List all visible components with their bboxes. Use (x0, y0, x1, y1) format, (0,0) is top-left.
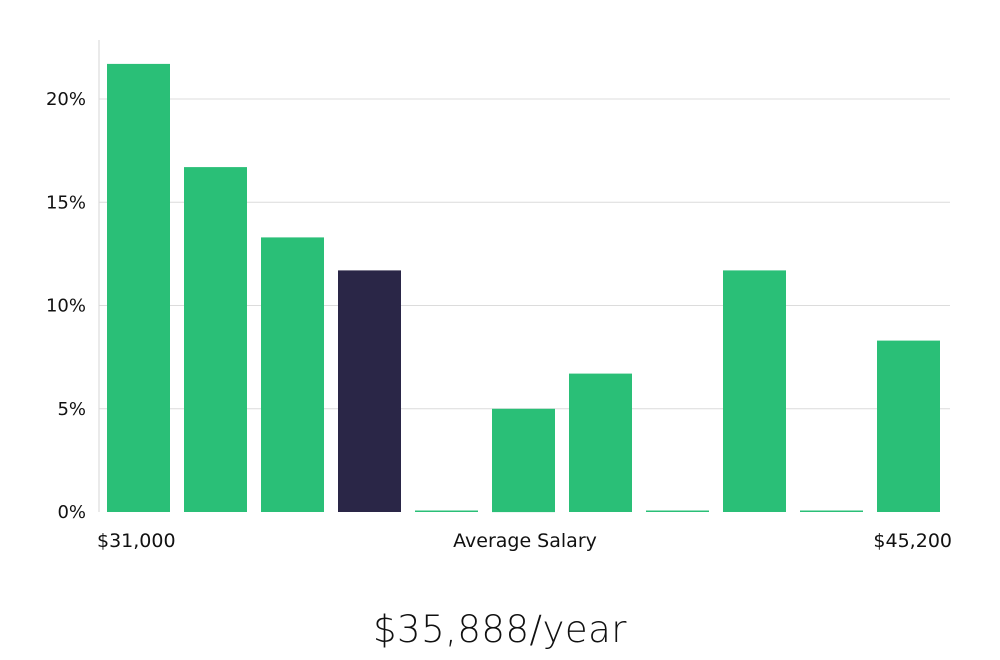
salary-histogram: 0% 5% 10% 15% 20% $31,000 Average Salary $45… (46, 40, 952, 552)
bar (877, 340, 940, 512)
bar (569, 373, 632, 512)
bar (107, 63, 170, 513)
bars (107, 63, 940, 513)
y-tick-label: 15% (46, 192, 86, 213)
bar (261, 237, 324, 512)
bar (646, 510, 709, 512)
bar (415, 510, 478, 512)
y-tick-label: 10% (46, 296, 86, 317)
bar (800, 510, 863, 512)
bar (492, 408, 555, 513)
average-salary-headline: $35,888/year (372, 608, 627, 651)
bar (184, 167, 247, 512)
y-tick-label: 5% (57, 399, 86, 420)
y-tick-labels: 0% 5% 10% 15% 20% (46, 89, 86, 523)
y-tick-label: 20% (46, 89, 86, 110)
x-range-min-label: $31,000 (97, 530, 176, 552)
x-range-max-label: $45,200 (873, 530, 952, 552)
bar (723, 270, 786, 512)
bar-highlight (338, 270, 401, 512)
y-tick-label: 0% (57, 502, 86, 523)
x-axis-title: Average Salary (453, 530, 597, 552)
